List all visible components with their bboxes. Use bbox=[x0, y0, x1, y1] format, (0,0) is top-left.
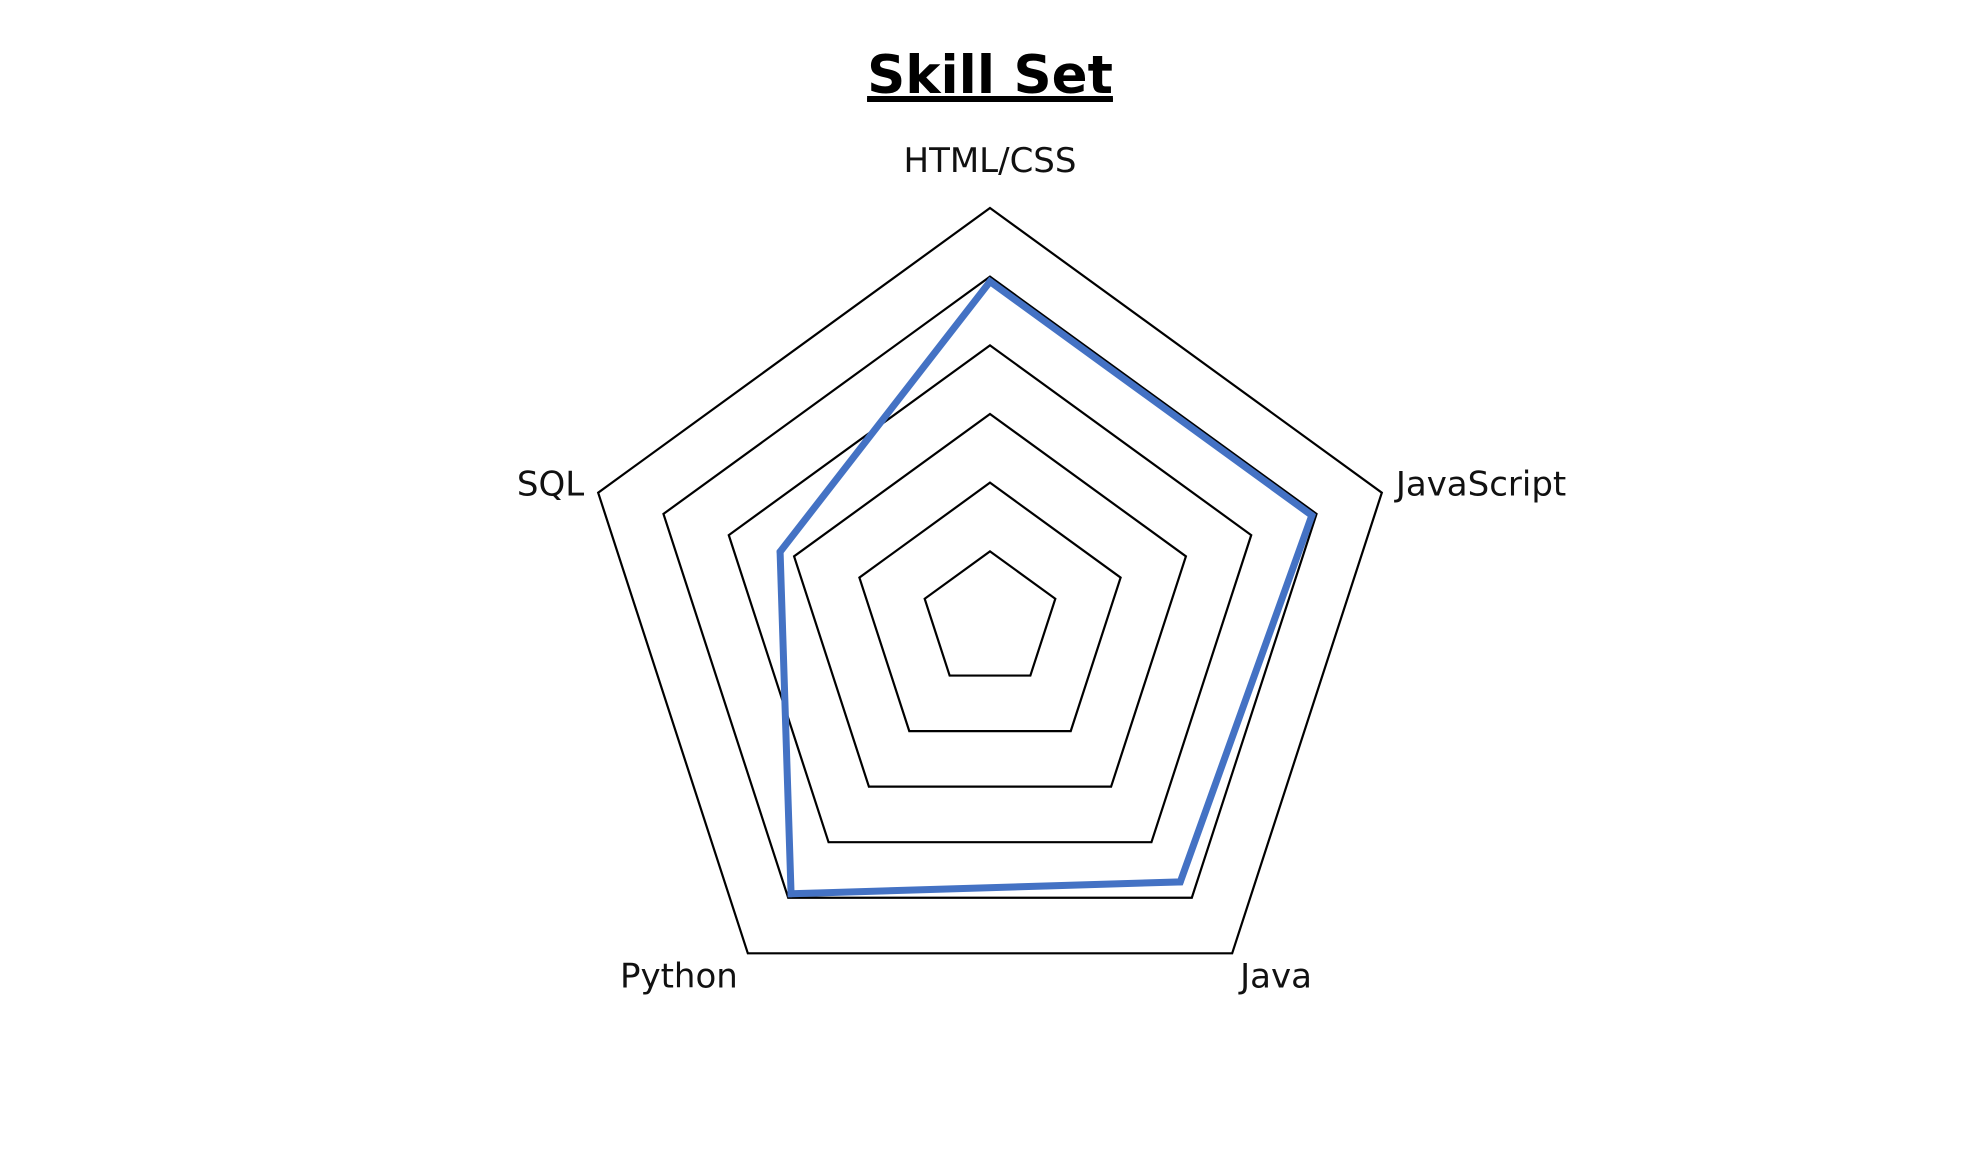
axis-label-sql: SQL bbox=[517, 465, 584, 505]
series-line-1 bbox=[776, 276, 1317, 898]
grid-ring-1 bbox=[923, 549, 1057, 677]
grid-ring-6 bbox=[596, 206, 1384, 955]
radar-series-layer bbox=[776, 276, 1317, 898]
series-point-python bbox=[787, 890, 795, 898]
series-point-java bbox=[1176, 878, 1184, 886]
axis-label-javascript: JavaScript bbox=[1394, 465, 1566, 505]
radar-grid bbox=[596, 206, 1384, 955]
chart-title: Skill Set bbox=[867, 45, 1113, 106]
series-point-javascript bbox=[1308, 511, 1316, 519]
series-point-html-css bbox=[986, 278, 994, 286]
series-point-sql bbox=[776, 548, 784, 556]
grid-ring-3 bbox=[792, 412, 1188, 788]
grid-ring-5 bbox=[662, 275, 1318, 899]
axis-labels: HTML/CSS JavaScript Java Python SQL bbox=[517, 141, 1566, 996]
axis-label-python: Python bbox=[620, 956, 738, 996]
grid-ring-2 bbox=[858, 481, 1122, 733]
axis-label-html-css: HTML/CSS bbox=[904, 141, 1077, 181]
grid-ring-4 bbox=[727, 343, 1253, 844]
axis-label-java: Java bbox=[1238, 956, 1312, 996]
